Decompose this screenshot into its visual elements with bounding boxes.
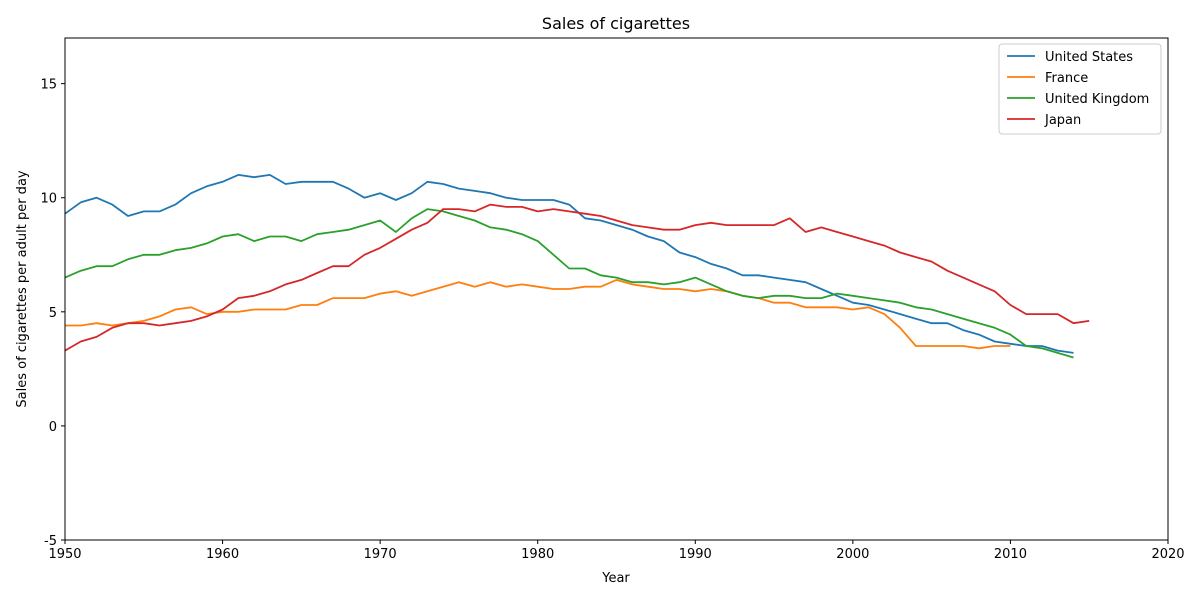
x-tick-label: 1990: [679, 547, 712, 562]
y-axis: -5 0 5 10 15: [40, 78, 65, 549]
x-tick-label: 1970: [364, 547, 397, 562]
y-tick-label: -5: [44, 534, 57, 549]
legend-label: Japan: [1044, 113, 1081, 128]
series-line-japan: [64, 203, 1090, 352]
y-tick-label: 10: [40, 192, 57, 207]
series-lines: [64, 173, 1090, 359]
legend-label: France: [1045, 71, 1088, 86]
plot-border: [64, 37, 1169, 541]
plot-area: [64, 37, 1169, 541]
y-tick-label: 0: [49, 420, 57, 435]
legend-label: United Kingdom: [1045, 92, 1149, 107]
y-tick-label: 5: [49, 306, 57, 321]
x-axis: 1950 1960 1970 1980 1990 2000 2010 2020: [48, 540, 1185, 562]
series-line-united-states: [64, 173, 1074, 354]
x-tick-label: 1950: [48, 547, 81, 562]
y-axis-label: Sales of cigarettes per adult per day: [15, 170, 30, 407]
series-line-united-kingdom: [64, 208, 1074, 359]
chart-title: Sales of cigarettes: [542, 14, 690, 33]
x-tick-label: 2020: [1151, 547, 1184, 562]
x-axis-label: Year: [601, 571, 630, 586]
x-tick-label: 1960: [206, 547, 239, 562]
x-tick-label: 2000: [836, 547, 869, 562]
legend-label: United States: [1045, 50, 1133, 65]
legend: United States France United Kingdom Japan: [998, 43, 1162, 135]
x-tick-label: 1980: [521, 547, 554, 562]
y-tick-label: 15: [40, 78, 57, 93]
series-line-france: [65, 278, 1011, 350]
plot-frame: [65, 38, 1168, 540]
x-tick-label: 2010: [994, 547, 1027, 562]
legend-box: [998, 43, 1162, 135]
